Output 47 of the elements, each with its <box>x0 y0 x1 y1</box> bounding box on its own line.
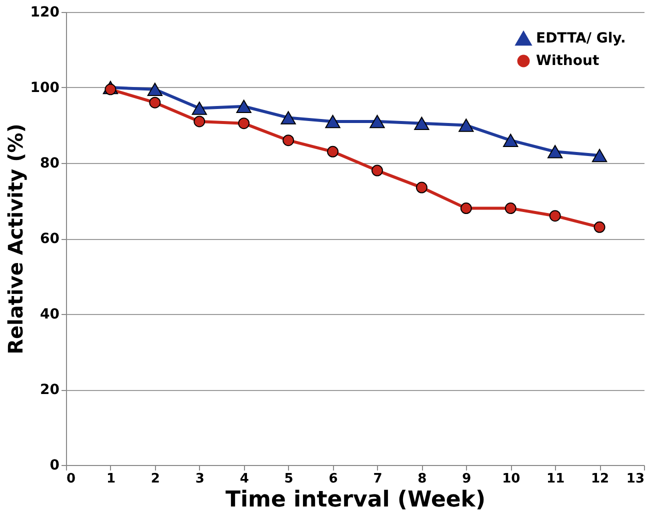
point <box>149 96 161 108</box>
point <box>147 82 162 96</box>
x-axis-title: Time interval (Week) <box>226 488 486 512</box>
x-tick-label: 3 <box>195 472 204 486</box>
x-tick-label: 7 <box>373 472 382 486</box>
y-axis-title: Relative Activity (%) <box>3 124 28 354</box>
x-tick-label: 4 <box>240 472 249 486</box>
point <box>370 114 385 128</box>
point <box>238 118 250 130</box>
point <box>327 146 339 158</box>
point <box>371 164 383 176</box>
x-tick-label: 2 <box>150 472 160 486</box>
x-tick-label: 9 <box>462 472 472 486</box>
x-tick-label: 1 <box>106 472 116 486</box>
point <box>280 111 296 124</box>
point <box>460 202 472 214</box>
x-tick-label: 13 <box>626 472 644 486</box>
point <box>282 134 294 146</box>
point <box>458 118 474 132</box>
x-tick-label: 8 <box>418 472 427 486</box>
point <box>414 116 430 130</box>
x-tick-label: 0 <box>66 472 76 486</box>
x-tick-label: 6 <box>328 472 338 486</box>
point <box>504 202 516 214</box>
point <box>548 145 563 158</box>
y-tick-label: 20 <box>40 382 60 398</box>
legend-label: Without <box>536 53 600 69</box>
point <box>194 116 206 128</box>
point <box>192 102 207 115</box>
y-tick-label: 0 <box>50 458 60 474</box>
y-tick-label: 100 <box>30 80 60 96</box>
x-tick-label: 10 <box>502 472 520 486</box>
y-tick-label: 60 <box>40 231 60 247</box>
x-tick-label: 5 <box>284 472 294 486</box>
point <box>325 114 340 128</box>
point <box>236 100 252 113</box>
y-tick-label: 40 <box>40 306 60 322</box>
y-tick-label: 80 <box>40 156 60 172</box>
y-tick-label: 120 <box>30 4 60 20</box>
point <box>594 221 606 233</box>
point <box>503 134 518 147</box>
point <box>416 182 428 194</box>
x-tick-label: 11 <box>546 472 565 486</box>
point <box>549 210 561 222</box>
x-tick-label: 12 <box>590 472 610 486</box>
point <box>592 148 608 162</box>
legend-label: EDTTA/ Gly. <box>536 30 626 46</box>
